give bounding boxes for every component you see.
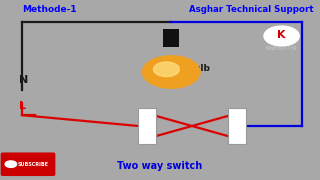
- Text: Two way switch: Two way switch: [117, 161, 203, 171]
- FancyBboxPatch shape: [228, 108, 246, 144]
- FancyBboxPatch shape: [1, 152, 55, 176]
- Text: K: K: [277, 30, 286, 40]
- FancyBboxPatch shape: [163, 29, 179, 47]
- Circle shape: [264, 26, 299, 46]
- Circle shape: [142, 56, 200, 88]
- Circle shape: [154, 62, 180, 77]
- Text: Methode-1: Methode-1: [22, 5, 77, 14]
- Text: Bulb: Bulb: [187, 64, 210, 73]
- Text: L: L: [19, 101, 26, 111]
- Text: N: N: [19, 75, 28, 85]
- Text: SUBSCRIBE: SUBSCRIBE: [18, 162, 49, 167]
- Text: KINEMASTER: KINEMASTER: [266, 46, 298, 51]
- Circle shape: [5, 161, 17, 167]
- Text: Asghar Technical Support: Asghar Technical Support: [189, 5, 314, 14]
- FancyBboxPatch shape: [139, 108, 156, 144]
